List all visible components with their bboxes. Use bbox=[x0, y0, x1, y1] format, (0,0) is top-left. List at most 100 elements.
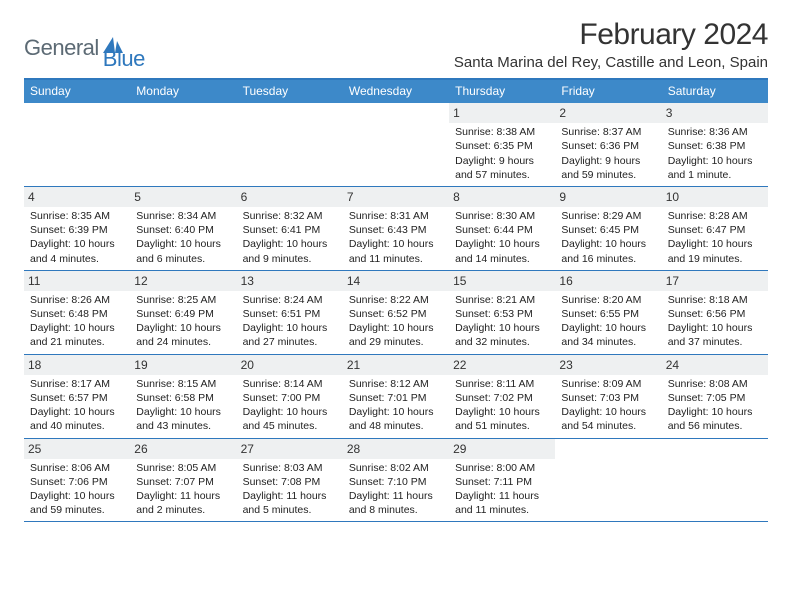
sunrise-text: Sunrise: 8:34 AM bbox=[136, 209, 232, 223]
sunset-text: Sunset: 6:38 PM bbox=[668, 139, 764, 153]
day-cell: 20Sunrise: 8:14 AMSunset: 7:00 PMDayligh… bbox=[237, 355, 343, 438]
daylight-text: Daylight: 10 hours and 19 minutes. bbox=[668, 237, 764, 265]
daylight-text: Daylight: 10 hours and 21 minutes. bbox=[30, 321, 126, 349]
daylight-text: Daylight: 9 hours and 59 minutes. bbox=[561, 154, 657, 182]
daylight-text: Daylight: 10 hours and 24 minutes. bbox=[136, 321, 232, 349]
day-number: 7 bbox=[343, 187, 449, 207]
day-number: 11 bbox=[24, 271, 130, 291]
day-number: 4 bbox=[24, 187, 130, 207]
day-cell: 2Sunrise: 8:37 AMSunset: 6:36 PMDaylight… bbox=[555, 103, 661, 186]
day-number: 23 bbox=[555, 355, 661, 375]
sunrise-text: Sunrise: 8:02 AM bbox=[349, 461, 445, 475]
sunrise-text: Sunrise: 8:28 AM bbox=[668, 209, 764, 223]
day-cell: 28Sunrise: 8:02 AMSunset: 7:10 PMDayligh… bbox=[343, 439, 449, 522]
sunset-text: Sunset: 6:55 PM bbox=[561, 307, 657, 321]
sunset-text: Sunset: 7:03 PM bbox=[561, 391, 657, 405]
sunset-text: Sunset: 6:48 PM bbox=[30, 307, 126, 321]
sunset-text: Sunset: 7:08 PM bbox=[243, 475, 339, 489]
day-number: 5 bbox=[130, 187, 236, 207]
weekday-header-cell: Friday bbox=[555, 80, 661, 103]
daylight-text: Daylight: 11 hours and 11 minutes. bbox=[455, 489, 551, 517]
sunrise-text: Sunrise: 8:09 AM bbox=[561, 377, 657, 391]
logo-text-blue: Blue bbox=[103, 46, 145, 72]
day-number: 21 bbox=[343, 355, 449, 375]
sunset-text: Sunset: 7:05 PM bbox=[668, 391, 764, 405]
sunrise-text: Sunrise: 8:20 AM bbox=[561, 293, 657, 307]
day-number: 18 bbox=[24, 355, 130, 375]
daylight-text: Daylight: 10 hours and 48 minutes. bbox=[349, 405, 445, 433]
sunrise-text: Sunrise: 8:05 AM bbox=[136, 461, 232, 475]
daylight-text: Daylight: 11 hours and 5 minutes. bbox=[243, 489, 339, 517]
day-cell: 10 Sunrise: 8:28 AMSunset: 6:47 PMDayligh… bbox=[662, 187, 768, 270]
empty-day-cell: . bbox=[555, 439, 661, 522]
sunset-text: Sunset: 6:41 PM bbox=[243, 223, 339, 237]
day-number: 14 bbox=[343, 271, 449, 291]
day-number: 27 bbox=[237, 439, 343, 459]
sunrise-text: Sunrise: 8:36 AM bbox=[668, 125, 764, 139]
day-cell: 18Sunrise: 8:17 AMSunset: 6:57 PMDayligh… bbox=[24, 355, 130, 438]
weekday-header-cell: Wednesday bbox=[343, 80, 449, 103]
sunrise-text: Sunrise: 8:15 AM bbox=[136, 377, 232, 391]
day-cell: 7Sunrise: 8:31 AMSunset: 6:43 PMDaylight… bbox=[343, 187, 449, 270]
weekday-header-cell: Thursday bbox=[449, 80, 555, 103]
day-number: 20 bbox=[237, 355, 343, 375]
day-number: 15 bbox=[449, 271, 555, 291]
sunrise-text: Sunrise: 8:21 AM bbox=[455, 293, 551, 307]
sunrise-text: Sunrise: 8:30 AM bbox=[455, 209, 551, 223]
day-number: 2 bbox=[555, 103, 661, 123]
day-number: 29 bbox=[449, 439, 555, 459]
day-cell: 6Sunrise: 8:32 AMSunset: 6:41 PMDaylight… bbox=[237, 187, 343, 270]
sunrise-text: Sunrise: 8:11 AM bbox=[455, 377, 551, 391]
day-cell: 19Sunrise: 8:15 AMSunset: 6:58 PMDayligh… bbox=[130, 355, 236, 438]
day-cell: 26Sunrise: 8:05 AMSunset: 7:07 PMDayligh… bbox=[130, 439, 236, 522]
day-cell: 8Sunrise: 8:30 AMSunset: 6:44 PMDaylight… bbox=[449, 187, 555, 270]
day-cell: 12Sunrise: 8:25 AMSunset: 6:49 PMDayligh… bbox=[130, 271, 236, 354]
sunset-text: Sunset: 6:43 PM bbox=[349, 223, 445, 237]
empty-day-cell: . bbox=[237, 103, 343, 186]
sunset-text: Sunset: 6:52 PM bbox=[349, 307, 445, 321]
logo: General Blue bbox=[24, 18, 145, 72]
day-number: 17 bbox=[662, 271, 768, 291]
day-number: 24 bbox=[662, 355, 768, 375]
sunrise-text: Sunrise: 8:06 AM bbox=[30, 461, 126, 475]
week-row: 18Sunrise: 8:17 AMSunset: 6:57 PMDayligh… bbox=[24, 355, 768, 439]
day-cell: 1Sunrise: 8:38 AMSunset: 6:35 PMDaylight… bbox=[449, 103, 555, 186]
day-cell: 11 Sunrise: 8:26 AMSunset: 6:48 PMDayligh… bbox=[24, 271, 130, 354]
day-cell: 14Sunrise: 8:22 AMSunset: 6:52 PMDayligh… bbox=[343, 271, 449, 354]
sunrise-text: Sunrise: 8:08 AM bbox=[668, 377, 764, 391]
daylight-text: Daylight: 10 hours and 40 minutes. bbox=[30, 405, 126, 433]
sunrise-text: Sunrise: 8:35 AM bbox=[30, 209, 126, 223]
sunrise-text: Sunrise: 8:37 AM bbox=[561, 125, 657, 139]
sunrise-text: Sunrise: 8:26 AM bbox=[30, 293, 126, 307]
sunset-text: Sunset: 6:51 PM bbox=[243, 307, 339, 321]
day-cell: 22Sunrise: 8:11 AMSunset: 7:02 PMDayligh… bbox=[449, 355, 555, 438]
sunrise-text: Sunrise: 8:14 AM bbox=[243, 377, 339, 391]
daylight-text: Daylight: 10 hours and 9 minutes. bbox=[243, 237, 339, 265]
day-cell: 21Sunrise: 8:12 AMSunset: 7:01 PMDayligh… bbox=[343, 355, 449, 438]
sunset-text: Sunset: 6:47 PM bbox=[668, 223, 764, 237]
day-number: 26 bbox=[130, 439, 236, 459]
day-number: 9 bbox=[555, 187, 661, 207]
week-row: 11Sunrise: 8:26 AMSunset: 6:48 PMDayligh… bbox=[24, 271, 768, 355]
sunrise-text: Sunrise: 8:22 AM bbox=[349, 293, 445, 307]
day-number: 19 bbox=[130, 355, 236, 375]
daylight-text: Daylight: 10 hours and 56 minutes. bbox=[668, 405, 764, 433]
sunset-text: Sunset: 7:06 PM bbox=[30, 475, 126, 489]
day-number: 16 bbox=[555, 271, 661, 291]
day-cell: 13Sunrise: 8:24 AMSunset: 6:51 PMDayligh… bbox=[237, 271, 343, 354]
sunset-text: Sunset: 6:57 PM bbox=[30, 391, 126, 405]
sunrise-text: Sunrise: 8:25 AM bbox=[136, 293, 232, 307]
day-cell: 25Sunrise: 8:06 AMSunset: 7:06 PMDayligh… bbox=[24, 439, 130, 522]
daylight-text: Daylight: 10 hours and 43 minutes. bbox=[136, 405, 232, 433]
day-number: 8 bbox=[449, 187, 555, 207]
day-cell: 9Sunrise: 8:29 AMSunset: 6:45 PMDaylight… bbox=[555, 187, 661, 270]
daylight-text: Daylight: 10 hours and 14 minutes. bbox=[455, 237, 551, 265]
daylight-text: Daylight: 10 hours and 34 minutes. bbox=[561, 321, 657, 349]
daylight-text: Daylight: 10 hours and 37 minutes. bbox=[668, 321, 764, 349]
sunset-text: Sunset: 6:39 PM bbox=[30, 223, 126, 237]
sunset-text: Sunset: 7:11 PM bbox=[455, 475, 551, 489]
empty-day-cell: . bbox=[662, 439, 768, 522]
daylight-text: Daylight: 11 hours and 2 minutes. bbox=[136, 489, 232, 517]
daylight-text: Daylight: 10 hours and 32 minutes. bbox=[455, 321, 551, 349]
day-number: 10 bbox=[662, 187, 768, 207]
